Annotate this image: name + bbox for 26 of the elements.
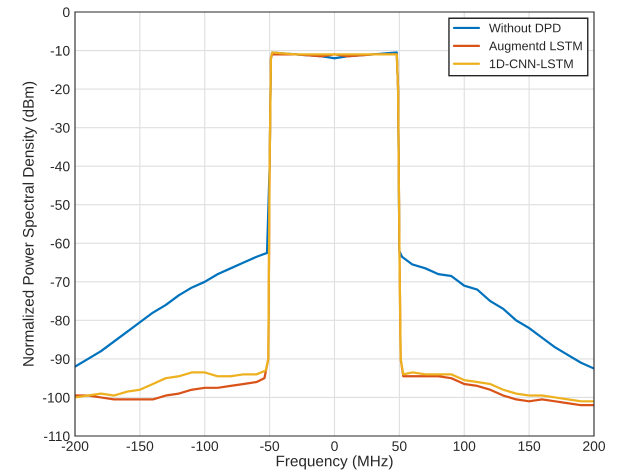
x-axis-title: Frequency (MHz) <box>276 455 393 470</box>
x-tick-label: 200 <box>583 441 606 452</box>
legend-label: 1D-CNN-LSTM <box>490 59 573 68</box>
x-tick-label: 50 <box>392 441 407 452</box>
x-tick-label: 0 <box>331 441 338 452</box>
y-axis-title: Normalized Power Spectral Density (dBm) <box>22 82 37 366</box>
y-tick-label: -30 <box>50 122 70 133</box>
y-tick-label: -110 <box>44 431 70 442</box>
y-tick-label: -20 <box>50 84 70 94</box>
x-tick-label: -50 <box>260 441 280 452</box>
y-tick-label: -10 <box>50 46 70 56</box>
legend-label: Augmentd LSTM <box>488 41 582 53</box>
x-tick-label: -200 <box>62 441 88 452</box>
x-tick-label: 150 <box>518 441 540 452</box>
x-tick-label: -150 <box>126 441 154 452</box>
y-tick-label: -80 <box>50 316 70 326</box>
legend-label: Without DPD <box>489 23 561 32</box>
y-tick-label: -60 <box>50 238 70 248</box>
x-tick-label: 100 <box>454 441 476 452</box>
y-tick-label: -100 <box>42 392 70 403</box>
x-tick-label: -100 <box>191 441 218 452</box>
y-tick-label: -40 <box>50 162 70 172</box>
y-tick-label: -90 <box>50 354 70 364</box>
y-tick-label: 0 <box>62 7 70 18</box>
y-tick-label: -70 <box>50 277 70 287</box>
y-tick-label: -50 <box>50 200 70 210</box>
